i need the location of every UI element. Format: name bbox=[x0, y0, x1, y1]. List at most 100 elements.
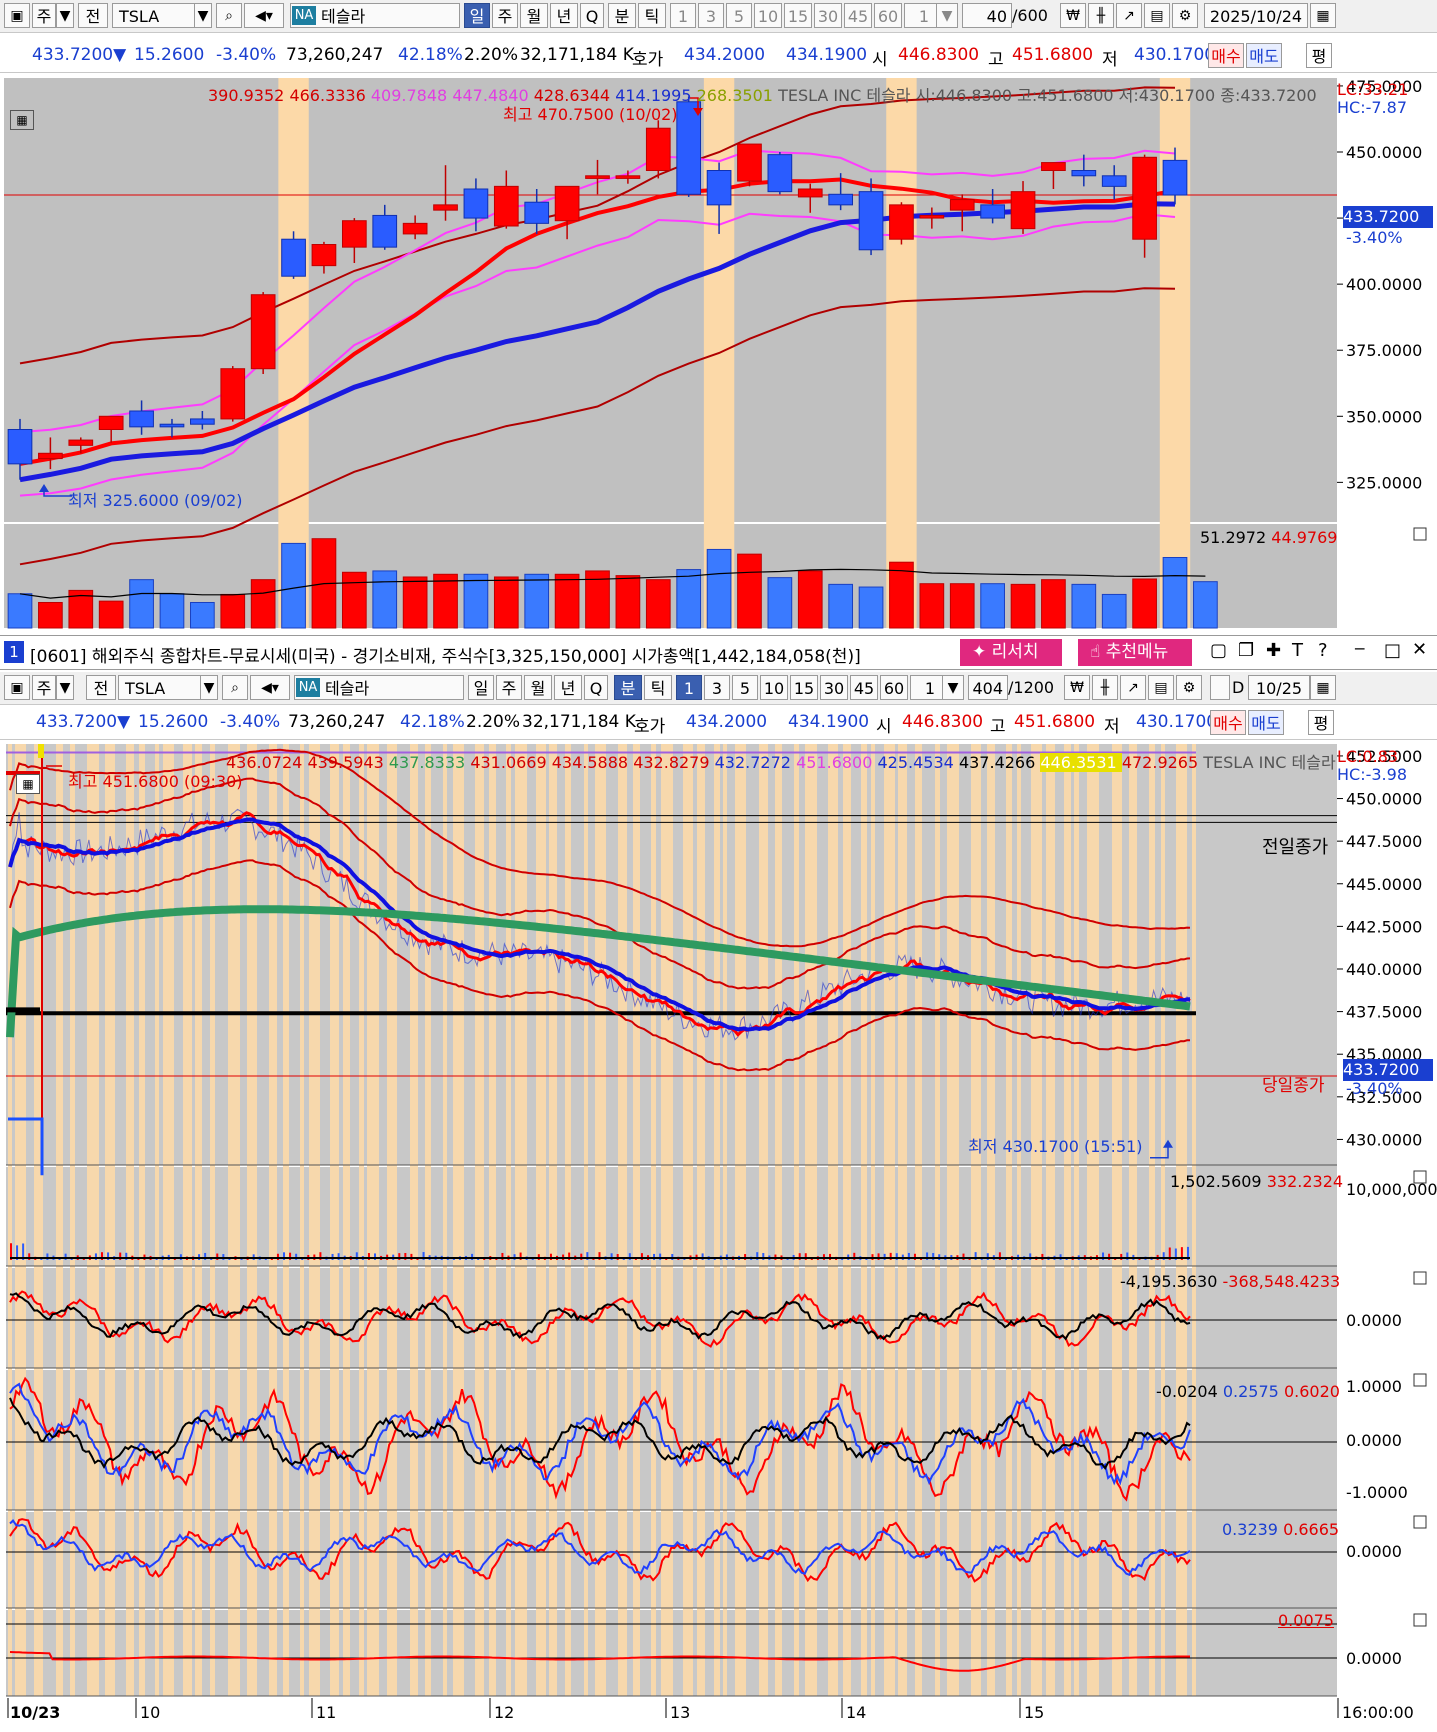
date-input[interactable]: 2025/10/24 bbox=[1204, 3, 1308, 28]
candle-body bbox=[797, 188, 823, 198]
period-tick-button[interactable]: 틱 bbox=[644, 675, 672, 700]
day-checkbox[interactable] bbox=[1210, 675, 1230, 700]
interval-15-button[interactable]: 15 bbox=[784, 3, 812, 28]
interval-1-button[interactable]: 1 bbox=[670, 3, 696, 28]
period-month-button[interactable]: 월 bbox=[524, 675, 552, 700]
gear-icon[interactable]: ⚙ bbox=[1176, 675, 1202, 700]
chevron-down-icon[interactable]: ▼ bbox=[194, 3, 212, 28]
chevron-down-icon[interactable]: ▼ bbox=[200, 675, 218, 700]
gear-icon[interactable]: ⚙ bbox=[1172, 3, 1198, 28]
interval-3-button[interactable]: 3 bbox=[698, 3, 724, 28]
intraday-stripe bbox=[300, 744, 304, 1696]
market-select[interactable]: 주 bbox=[32, 3, 56, 28]
maximize-icon[interactable]: □ bbox=[1384, 640, 1402, 661]
candle-body bbox=[341, 220, 367, 248]
count-input[interactable]: 404 bbox=[968, 675, 1008, 700]
bollinger-upper-line bbox=[19, 86, 1176, 365]
interval-45-button[interactable]: 45 bbox=[850, 675, 878, 700]
interval-30-button[interactable]: 30 bbox=[814, 3, 842, 28]
currency-icon[interactable]: ₩ bbox=[1060, 3, 1086, 28]
calendar-icon[interactable]: ▦ bbox=[1310, 675, 1336, 700]
interval-60-button[interactable]: 60 bbox=[874, 3, 902, 28]
window-layout-icon[interactable]: ▢ bbox=[1210, 640, 1228, 661]
stock-name-field[interactable]: 테슬라 bbox=[294, 675, 464, 700]
trend-icon[interactable]: ↗ bbox=[1120, 675, 1146, 700]
period-year-button[interactable]: 년 bbox=[554, 675, 582, 700]
eval-button[interactable]: 평 bbox=[1306, 43, 1332, 68]
chevron-down-icon[interactable]: ▼ bbox=[942, 675, 964, 700]
period-year-button[interactable]: 년 bbox=[550, 3, 578, 28]
intraday-stripe bbox=[1017, 744, 1021, 1696]
chevron-down-icon[interactable]: ▼ bbox=[56, 675, 74, 700]
speaker-icon[interactable]: ◀▾ bbox=[250, 675, 290, 700]
layout-icon[interactable]: ▣ bbox=[4, 675, 30, 700]
all-button[interactable]: 전 bbox=[78, 3, 108, 28]
chevron-down-icon[interactable]: ▼ bbox=[56, 3, 74, 28]
ind3-legend-b: 0.6665 bbox=[1283, 1520, 1340, 1539]
interval-10-button[interactable]: 10 bbox=[754, 3, 782, 28]
interval-1-button[interactable]: 1 bbox=[676, 675, 702, 700]
intraday-price-axis-label: 445.0000 bbox=[1346, 875, 1422, 894]
minimize-icon[interactable]: ‒ bbox=[1354, 638, 1366, 659]
recommend-menu-button[interactable]: ☝ 추천메뉴 bbox=[1078, 639, 1192, 666]
period-week-button[interactable]: 주 bbox=[496, 675, 522, 700]
intraday-stripe bbox=[15, 744, 26, 1696]
intraday-volume-bar bbox=[1126, 1252, 1129, 1260]
save-icon[interactable]: ▤ bbox=[1144, 3, 1170, 28]
stock-name-field[interactable]: 테슬라 bbox=[290, 3, 460, 28]
intraday-stripe bbox=[683, 744, 693, 1696]
interval-60-button[interactable]: 60 bbox=[880, 675, 908, 700]
interval-30-button[interactable]: 30 bbox=[820, 675, 848, 700]
all-button[interactable]: 전 bbox=[86, 675, 116, 700]
interval-10-button[interactable]: 10 bbox=[760, 675, 788, 700]
calendar-icon[interactable]: ▦ bbox=[1310, 3, 1336, 28]
period-day-button[interactable]: 일 bbox=[468, 675, 494, 700]
help-icon[interactable]: ? bbox=[1318, 640, 1328, 661]
market-select[interactable]: 주 bbox=[32, 675, 56, 700]
grid-table-icon[interactable]: ▦ bbox=[10, 110, 34, 130]
research-button[interactable]: ✦ 리서치 bbox=[960, 639, 1062, 666]
date-input[interactable]: 10/25 bbox=[1248, 675, 1310, 700]
text-icon[interactable]: T bbox=[1292, 640, 1303, 661]
eval-button[interactable]: 평 bbox=[1308, 710, 1334, 735]
period-minute-button[interactable]: 분 bbox=[614, 675, 642, 700]
buy-button[interactable]: 매수 bbox=[1208, 43, 1244, 68]
grid-table-icon[interactable]: ▦ bbox=[16, 774, 40, 794]
interval-5-button[interactable]: 5 bbox=[732, 675, 758, 700]
close-icon[interactable]: ✕ bbox=[1412, 639, 1428, 660]
search-icon[interactable]: ⌕ bbox=[216, 3, 242, 28]
bottom-legend-value: 439.5943 bbox=[307, 753, 389, 772]
trend-icon[interactable]: ↗ bbox=[1116, 3, 1142, 28]
search-icon[interactable]: ⌕ bbox=[222, 675, 248, 700]
period-day-button[interactable]: 일 bbox=[464, 3, 490, 28]
buy-button[interactable]: 매수 bbox=[1210, 710, 1246, 735]
pin-icon[interactable]: ✚ bbox=[1266, 640, 1282, 661]
volume-bar bbox=[797, 570, 823, 629]
period-month-button[interactable]: 월 bbox=[520, 3, 548, 28]
period-minute-button[interactable]: 분 bbox=[608, 3, 636, 28]
interval-45-button[interactable]: 45 bbox=[844, 3, 872, 28]
interval-5-button[interactable]: 5 bbox=[726, 3, 752, 28]
sell-button[interactable]: 매도 bbox=[1248, 710, 1284, 735]
layout-icon[interactable]: ▣ bbox=[4, 3, 30, 28]
candle-icon[interactable]: ╫ bbox=[1088, 3, 1114, 28]
price-axis-label: 450.0000 bbox=[1346, 143, 1422, 162]
period-quarter-button[interactable]: Q bbox=[580, 3, 604, 28]
interval-15-button[interactable]: 15 bbox=[790, 675, 818, 700]
speaker-icon[interactable]: ◀▾ bbox=[244, 3, 284, 28]
candle-icon[interactable]: ╫ bbox=[1092, 675, 1118, 700]
intraday-chart[interactable]: 452.5000 450.0000 447.5000 445.0000 442.5000… bbox=[0, 742, 1437, 1732]
currency-icon[interactable]: ₩ bbox=[1064, 675, 1090, 700]
period-week-button[interactable]: 주 bbox=[492, 3, 518, 28]
save-icon[interactable]: ▤ bbox=[1148, 675, 1174, 700]
count-input[interactable]: 40 bbox=[962, 3, 1012, 28]
interval-3-button[interactable]: 3 bbox=[704, 675, 730, 700]
period-quarter-button[interactable]: Q bbox=[584, 675, 608, 700]
daily-price-chart[interactable]: 475.0000450.0000425.0000400.0000375.0000… bbox=[0, 76, 1437, 629]
window-copy-icon[interactable]: ❐ bbox=[1238, 640, 1255, 661]
intraday-stripe bbox=[843, 744, 851, 1696]
chevron-down-icon[interactable]: ▼ bbox=[936, 3, 958, 28]
period-tick-button[interactable]: 틱 bbox=[638, 3, 666, 28]
sell-button[interactable]: 매도 bbox=[1246, 43, 1282, 68]
intraday-volume-bar bbox=[1041, 1253, 1044, 1260]
